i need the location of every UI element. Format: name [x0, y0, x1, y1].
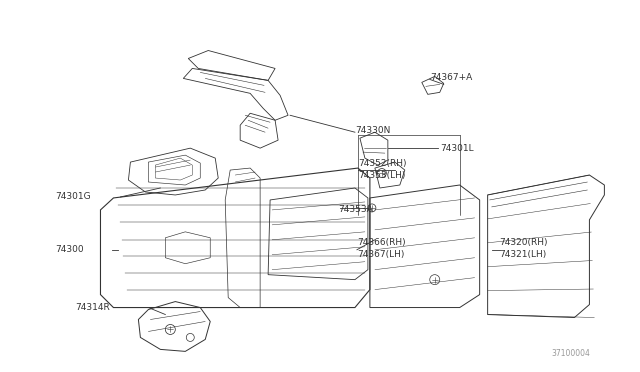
Text: 74301G: 74301G	[56, 192, 92, 202]
Text: 74314R: 74314R	[76, 303, 110, 312]
Text: 37100004: 37100004	[552, 349, 590, 358]
Text: 74300: 74300	[56, 245, 84, 254]
Text: 74367(LH): 74367(LH)	[357, 250, 404, 259]
Text: 74366(RH): 74366(RH)	[357, 238, 406, 247]
Text: 74330N: 74330N	[355, 126, 390, 135]
Text: 74301L: 74301L	[440, 144, 474, 153]
Text: 74353(LH): 74353(LH)	[358, 170, 405, 180]
Text: 74320(RH): 74320(RH)	[500, 238, 548, 247]
Text: 74367+A: 74367+A	[430, 73, 472, 82]
Text: 74321(LH): 74321(LH)	[500, 250, 547, 259]
Text: 74353A: 74353A	[338, 205, 372, 214]
Text: 74352(RH): 74352(RH)	[358, 158, 406, 167]
